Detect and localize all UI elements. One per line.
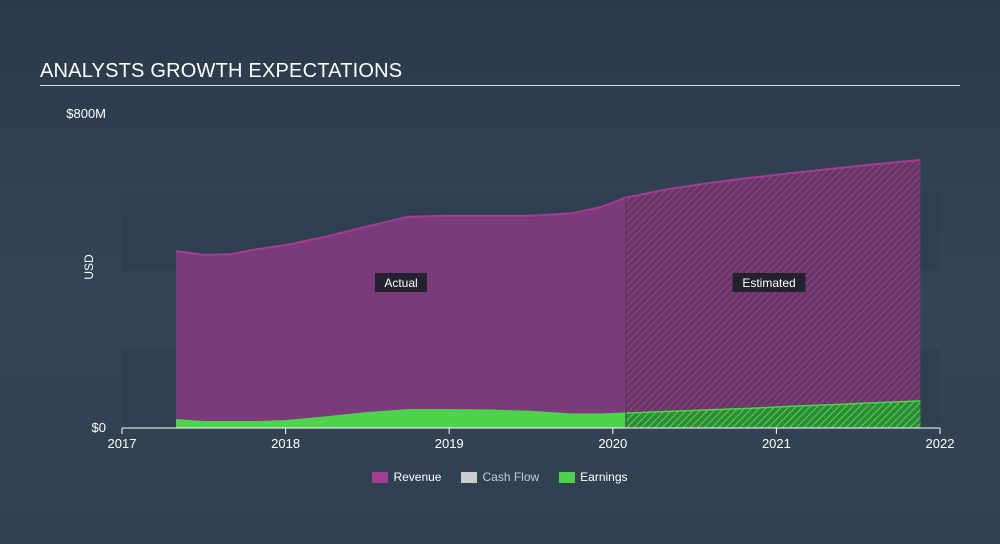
revenue-area-actual — [176, 197, 626, 428]
svg-text:Estimated: Estimated — [742, 276, 795, 290]
y-tick-label-max: $800M — [66, 106, 106, 121]
x-tick-label: 2019 — [435, 436, 464, 451]
region-labels: Actual Estimated — [375, 273, 806, 292]
legend: Revenue Cash Flow Earnings — [0, 470, 1000, 484]
legend-label: Cash Flow — [482, 470, 540, 484]
x-tick-label: 2021 — [762, 436, 791, 451]
estimated-label: Estimated — [732, 273, 806, 292]
svg-text:Actual: Actual — [384, 276, 417, 290]
page-title: ANALYSTS GROWTH EXPECTATIONS — [40, 60, 403, 82]
earnings-line — [175, 400, 921, 423]
series-areas — [175, 158, 921, 428]
legend-item-cash-flow: Cash Flow — [461, 470, 539, 484]
y-tick-label-min: $0 — [92, 420, 106, 435]
earnings-area-estimated — [625, 400, 921, 428]
revenue-area-estimated — [625, 159, 921, 428]
x-tick-label: 2018 — [271, 436, 300, 451]
axes: 2017 2018 2019 2020 2021 2022 $0 $800M USD — [66, 106, 954, 451]
earnings-area-actual — [176, 409, 626, 428]
legend-item-earnings: Earnings — [559, 470, 628, 484]
revenue-line — [175, 158, 921, 256]
legend-swatch — [461, 471, 478, 483]
legend-label: Earnings — [580, 470, 628, 484]
x-tick-label: 2017 — [108, 436, 137, 451]
y-axis-label: USD — [82, 254, 96, 280]
legend-item-revenue: Revenue — [372, 470, 441, 484]
legend-label: Revenue — [393, 470, 442, 484]
x-tick-label: 2022 — [926, 436, 955, 451]
legend-swatch — [372, 471, 389, 483]
x-tick-label: 2020 — [598, 436, 627, 451]
title-divider — [40, 85, 960, 86]
legend-swatch — [559, 471, 576, 483]
actual-label: Actual — [375, 273, 427, 292]
